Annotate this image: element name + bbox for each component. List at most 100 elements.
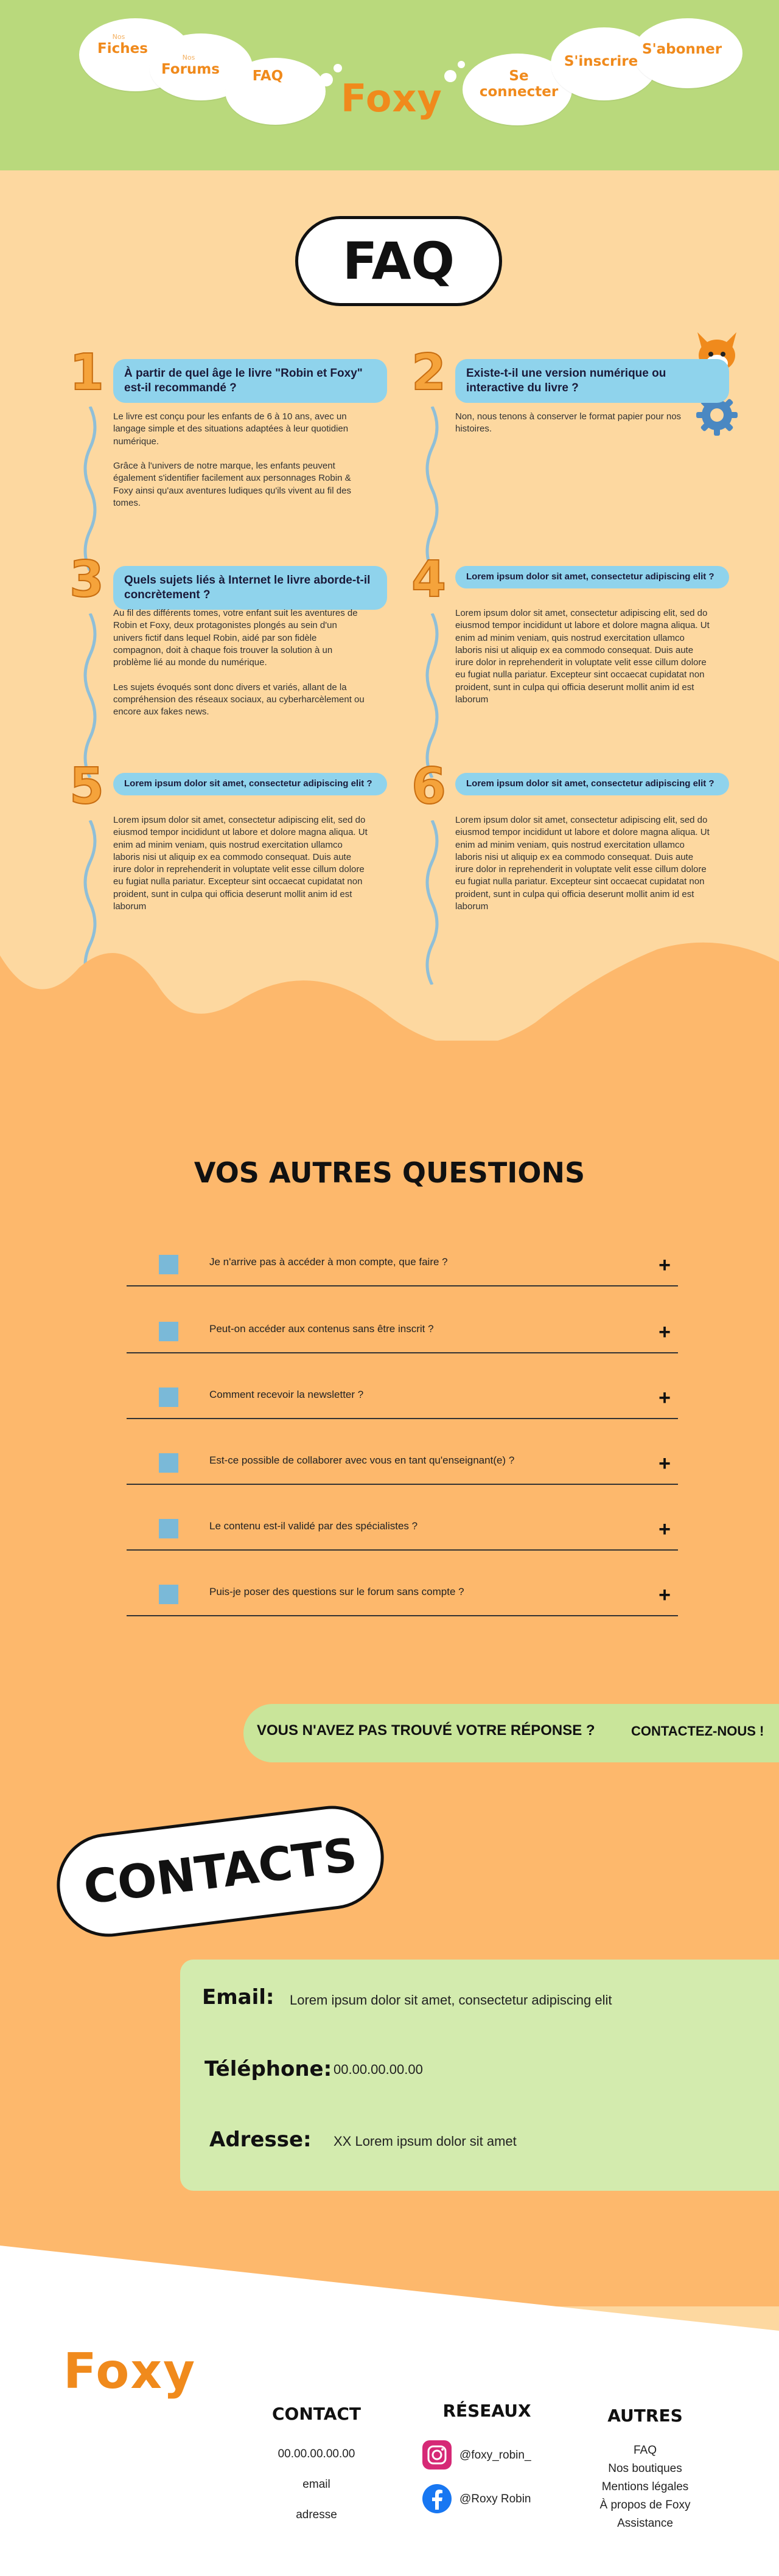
question-row[interactable]: Comment recevoir la newsletter ? + [127, 1380, 678, 1419]
nav-forums-sub: Nos [182, 54, 195, 61]
expand-plus-icon[interactable]: + [658, 1518, 671, 1541]
address-value: XX Lorem ipsum dolor sit amet [334, 2134, 517, 2149]
faq-number: 2 [411, 344, 447, 402]
faq-answer: Au fil des différents tomes, votre enfan… [113, 608, 365, 717]
faq-number: 5 [69, 758, 105, 815]
expand-plus-icon[interactable]: + [658, 1583, 671, 1607]
footer-link-shops[interactable]: Nos boutiques [608, 2462, 682, 2475]
footer-social-title: RÉSEAUX [442, 2401, 531, 2421]
wave-decoration [425, 820, 439, 985]
site-header: Nos Fiches Nos Forums FAQ Se connecter S… [0, 0, 779, 170]
footer-email[interactable]: email [302, 2478, 330, 2491]
instagram-handle[interactable]: @foxy_robin_ [459, 2449, 531, 2462]
question-text: Le contenu est-il validé par des spécial… [209, 1520, 418, 1532]
faq-question[interactable]: À partir de quel âge le livre "Robin et … [113, 359, 387, 403]
header-logo[interactable]: Foxy [341, 76, 442, 120]
footer-other-title: AUTRES [607, 2406, 683, 2426]
question-checkbox[interactable] [159, 1255, 178, 1274]
nav-subscribe[interactable]: S'abonner [642, 41, 722, 57]
footer-address: adresse [296, 2508, 337, 2521]
wave-decoration [425, 407, 439, 571]
question-row[interactable]: Peut-on accéder aux contenus sans être i… [127, 1314, 678, 1353]
question-text: Je n'arrive pas à accéder à mon compte, … [209, 1256, 448, 1268]
wave-decoration [83, 820, 97, 985]
nav-login[interactable]: Se connecter [479, 68, 559, 100]
page-title: FAQ [342, 231, 455, 291]
facebook-icon[interactable] [421, 2483, 453, 2515]
question-row[interactable]: Puis-je poser des questions sur le forum… [127, 1577, 678, 1616]
question-text: Comment recevoir la newsletter ? [209, 1389, 364, 1400]
instagram-icon[interactable] [421, 2439, 453, 2471]
faq-item: 5 Lorem ipsum dolor sit amet, consectetu… [69, 761, 400, 985]
nav-fiches[interactable]: Nos Fiches [97, 33, 148, 57]
facebook-handle[interactable]: @Roxy Robin [459, 2493, 531, 2505]
wave-decoration [83, 613, 97, 778]
question-checkbox[interactable] [159, 1585, 178, 1604]
settings-gear-icon[interactable] [695, 393, 739, 437]
question-text: Peut-on accéder aux contenus sans être i… [209, 1323, 434, 1335]
footer-link-faq[interactable]: FAQ [633, 2444, 657, 2457]
nav-cloud [225, 58, 326, 125]
faq-item: 4 Lorem ipsum dolor sit amet, consectetu… [411, 554, 742, 778]
splash-dot [458, 61, 465, 68]
faq-section: FAQ 1 À partir de quel âge le livre "Rob… [0, 170, 779, 1041]
footer-link-about[interactable]: À propos de Foxy [599, 2499, 691, 2511]
faq-question[interactable]: Quels sujets liés à Internet le livre ab… [113, 566, 387, 610]
nav-fiches-label: Fiches [97, 41, 148, 57]
contact-cta-banner[interactable]: VOUS N'AVEZ PAS TROUVÉ VOTRE RÉPONSE ? C… [243, 1704, 779, 1762]
nav-forums-label: Forums [161, 61, 220, 77]
question-checkbox[interactable] [159, 1322, 178, 1341]
footer-background [0, 2246, 779, 2576]
wave-decoration [83, 407, 97, 571]
phone-value[interactable]: 00.00.00.00.00 [334, 2062, 423, 2077]
email-label: Email: [202, 1985, 274, 2009]
faq-answer: Lorem ipsum dolor sit amet, consectetur … [455, 815, 710, 912]
question-checkbox[interactable] [159, 1453, 178, 1473]
faq-question[interactable]: Lorem ipsum dolor sit amet, consectetur … [455, 773, 729, 795]
faq-number: 4 [411, 551, 447, 609]
question-row[interactable]: Le contenu est-il validé par des spécial… [127, 1512, 678, 1551]
faq-item: 1 À partir de quel âge le livre "Robin e… [69, 347, 400, 571]
footer-logo[interactable]: Foxy [63, 2343, 197, 2400]
section-title: VOS AUTRES QUESTIONS [194, 1156, 585, 1189]
expand-plus-icon[interactable]: + [658, 1386, 671, 1409]
footer-contact-title: CONTACT [271, 2404, 362, 2424]
email-value[interactable]: Lorem ipsum dolor sit amet, consectetur … [290, 1992, 612, 2008]
faq-item: 3 Quels sujets liés à Internet le livre … [69, 554, 400, 778]
wave-decoration [425, 613, 439, 778]
question-row[interactable]: Je n'arrive pas à accéder à mon compte, … [127, 1248, 678, 1286]
faq-question[interactable]: Lorem ipsum dolor sit amet, consectetur … [113, 773, 387, 795]
splash-dot [334, 64, 342, 72]
faq-item: 2 Existe-t-il une version numérique ou i… [411, 347, 742, 571]
faq-answer: Lorem ipsum dolor sit amet, consectetur … [113, 815, 368, 912]
footer-link-legal[interactable]: Mentions légales [601, 2480, 689, 2493]
expand-plus-icon[interactable]: + [658, 1452, 671, 1475]
phone-label: Téléphone: [204, 2057, 332, 2081]
cta-text: VOUS N'AVEZ PAS TROUVÉ VOTRE RÉPONSE ? [257, 1722, 595, 1739]
faq-number: 6 [411, 758, 447, 815]
expand-plus-icon[interactable]: + [658, 1321, 671, 1344]
question-text: Puis-je poser des questions sur le forum… [209, 1586, 464, 1597]
address-label: Adresse: [209, 2127, 312, 2152]
nav-cloud [633, 18, 742, 88]
faq-question[interactable]: Existe-t-il une version numérique ou int… [455, 359, 729, 403]
faq-answer: Non, nous tenons à conserver le format p… [455, 411, 682, 435]
faq-number: 1 [69, 344, 105, 402]
cta-link[interactable]: CONTACTEZ-NOUS ! [631, 1723, 764, 1739]
question-checkbox[interactable] [159, 1519, 178, 1538]
faq-question[interactable]: Lorem ipsum dolor sit amet, consectetur … [455, 566, 729, 588]
splash-dot [320, 73, 333, 86]
footer-phone: 00.00.00.00.00 [278, 2448, 355, 2460]
expand-plus-icon[interactable]: + [658, 1254, 671, 1277]
question-checkbox[interactable] [159, 1387, 178, 1407]
faq-answer: Le livre est conçu pour les enfants de 6… [113, 411, 351, 508]
footer-link-assistance[interactable]: Assistance [617, 2517, 673, 2530]
nav-forums[interactable]: Nos Forums [161, 54, 220, 77]
faq-item: 6 Lorem ipsum dolor sit amet, consectetu… [411, 761, 742, 985]
faq-answer: Lorem ipsum dolor sit amet, consectetur … [455, 608, 710, 705]
splash-dot [444, 70, 456, 82]
contact-card: Email: Lorem ipsum dolor sit amet, conse… [180, 1960, 779, 2191]
nav-register[interactable]: S'inscrire [564, 54, 638, 69]
nav-faq[interactable]: FAQ [252, 68, 284, 84]
question-row[interactable]: Est-ce possible de collaborer avec vous … [127, 1446, 678, 1485]
